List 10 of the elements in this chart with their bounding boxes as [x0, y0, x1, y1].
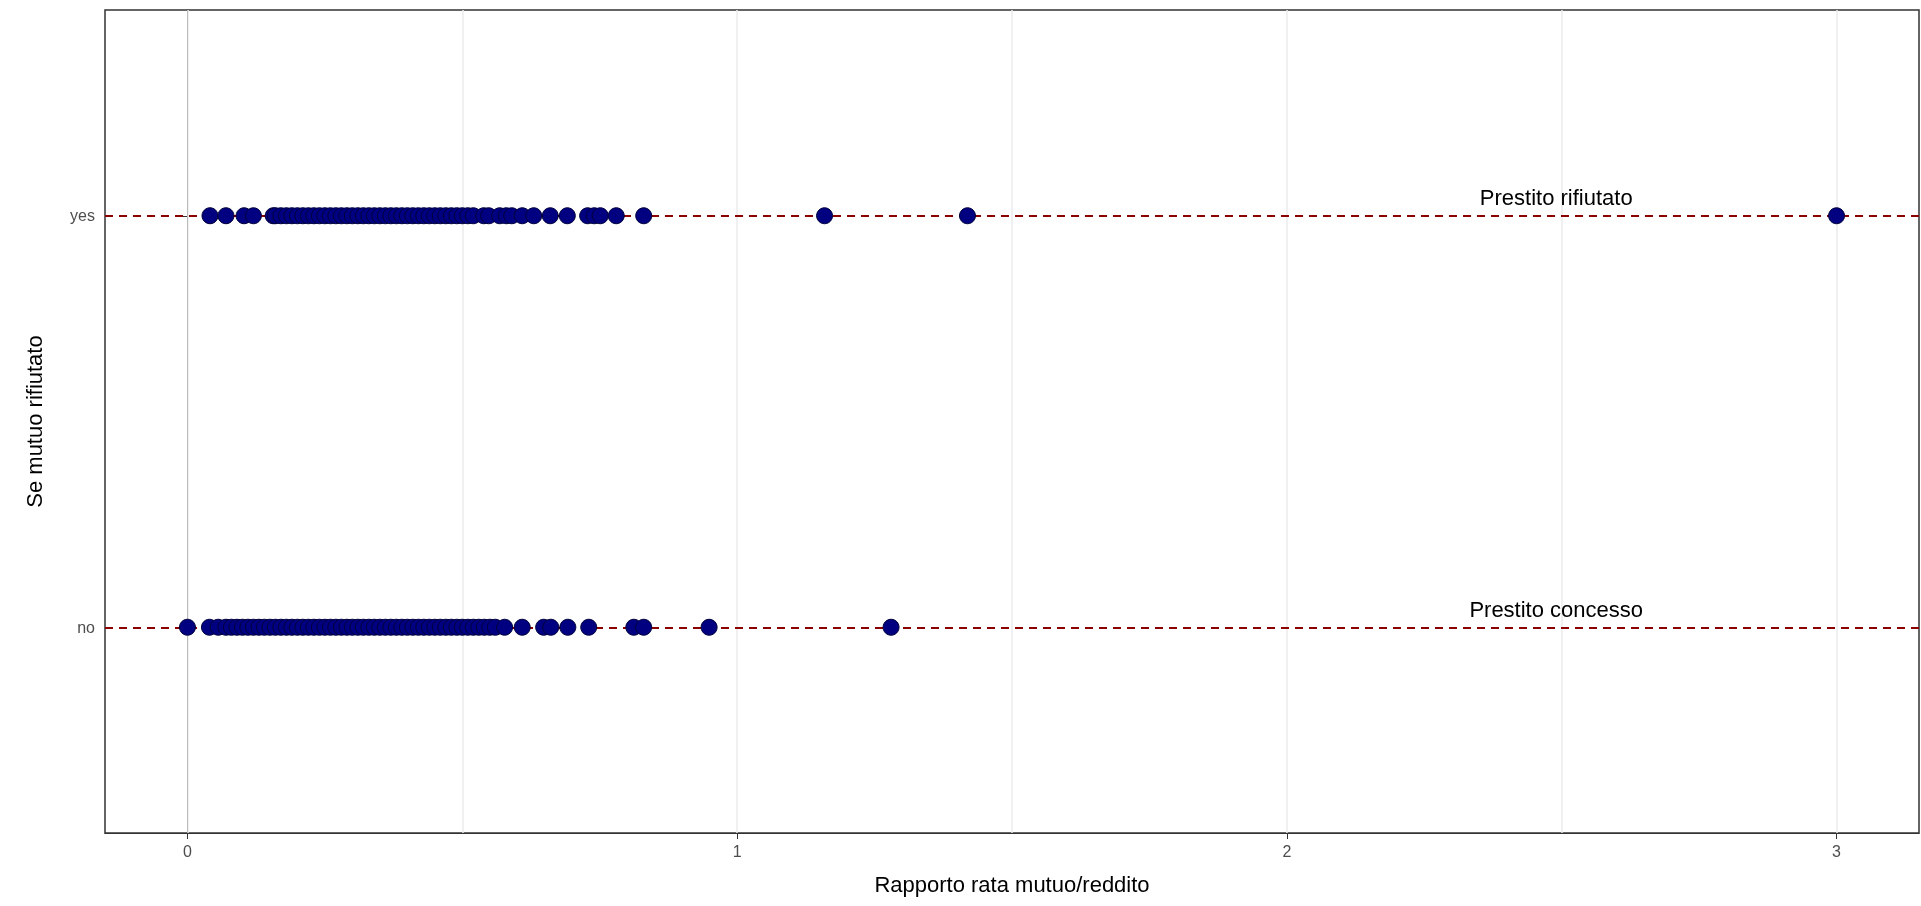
annotation: Prestito rifiutato: [1479, 185, 1633, 211]
x-tick-label: 3: [1832, 842, 1842, 860]
y-tick-label: yes: [70, 207, 95, 225]
x-axis-title: Rapporto rata mutuo/reddito: [874, 871, 1150, 897]
x-tick-label: 1: [732, 842, 742, 860]
annotation: Prestito concesso: [1469, 596, 1644, 622]
x-tick-label: 0: [183, 842, 192, 860]
y-axis-title: Se mutuo rifiutato: [21, 335, 47, 508]
x-tick-label: 2: [1282, 842, 1292, 860]
y-tick-label: no: [77, 618, 96, 636]
